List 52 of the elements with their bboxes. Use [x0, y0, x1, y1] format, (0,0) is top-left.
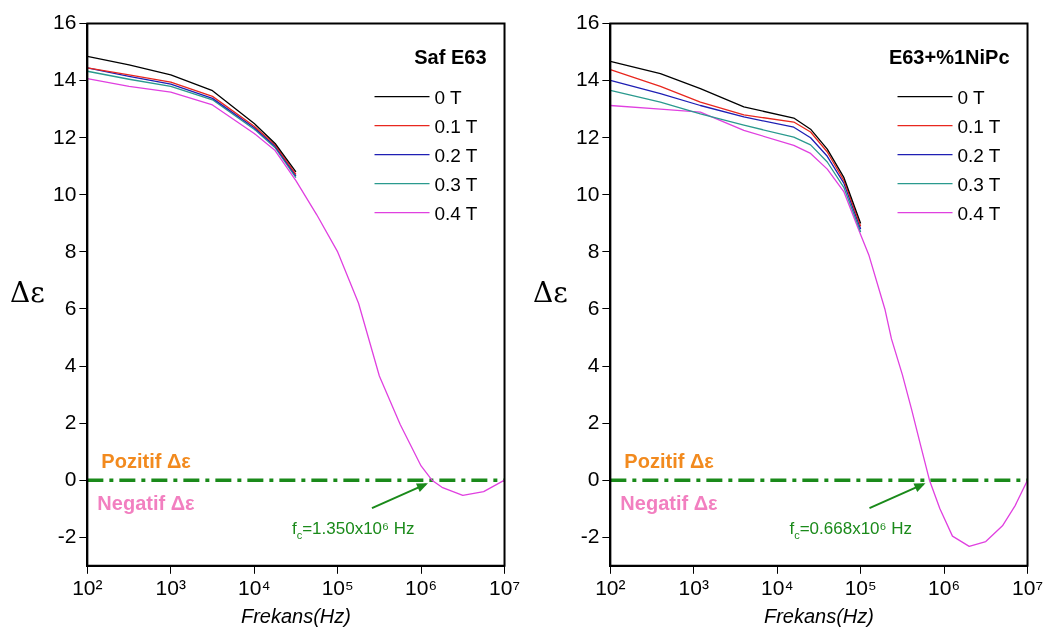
y-tick-label: 12: [53, 124, 77, 148]
legend-label: 0.2 T: [957, 144, 1001, 166]
x-tick-label: 10⁶: [928, 576, 961, 600]
y-tick-label: -2: [580, 524, 600, 548]
annotation: Negatif Δε: [97, 492, 196, 515]
y-tick-label: 0: [587, 466, 600, 490]
x-tick-label: 10⁴: [238, 576, 271, 600]
x-tick-label: 10³: [155, 576, 186, 600]
x-axis-title: Frekans(Hz): [240, 604, 351, 627]
legend-label: 0.3 T: [434, 173, 478, 195]
y-tick-label: 16: [53, 10, 77, 34]
y-tick-label: 2: [587, 409, 600, 433]
legend-label: 0.3 T: [957, 173, 1001, 195]
y-tick-label: 4: [587, 352, 600, 376]
y-tick-label: 2: [64, 409, 77, 433]
legend-label: 0.4 T: [434, 202, 478, 224]
annotation: Negatif Δε: [620, 492, 719, 515]
y-tick-label: 10: [53, 181, 77, 205]
x-tick-label: 10⁷: [489, 576, 521, 600]
y-tick-label: 0: [64, 466, 77, 490]
text: Saf E63: [414, 45, 487, 68]
annotation: Pozitif Δε: [101, 450, 192, 473]
x-tick-label: 10²: [595, 576, 626, 600]
y-tick-label: 6: [587, 295, 600, 319]
x-tick-label: 10⁶: [405, 576, 438, 600]
y-axis-title: Δε: [533, 275, 568, 309]
x-tick-label: 10²: [72, 576, 103, 600]
legend-label: 0.1 T: [434, 115, 478, 137]
x-tick-label: 10³: [678, 576, 709, 600]
y-axis-title: Δε: [10, 275, 45, 309]
y-tick-label: 10: [576, 181, 600, 205]
x-tick-label: 10⁵: [844, 576, 877, 600]
legend-label: 0.4 T: [957, 202, 1001, 224]
annotation: Pozitif Δε: [624, 450, 715, 473]
legend-label: 0 T: [434, 86, 463, 108]
legend-label: 0.1 T: [957, 115, 1001, 137]
x-axis-title: Frekans(Hz): [763, 604, 874, 627]
x-tick-label: 10⁵: [321, 576, 354, 600]
y-tick-label: 12: [576, 124, 600, 148]
y-tick-label: -2: [57, 524, 77, 548]
y-tick-label: 8: [587, 238, 600, 262]
y-tick-label: 16: [576, 10, 600, 34]
y-tick-label: 14: [576, 67, 600, 91]
y-tick-label: 4: [64, 352, 77, 376]
text: E63+%1NiPc: [888, 45, 1010, 68]
y-tick-label: 6: [64, 295, 77, 319]
y-tick-label: 8: [64, 238, 77, 262]
y-tick-label: 14: [53, 67, 77, 91]
legend-label: 0 T: [957, 86, 986, 108]
x-tick-label: 10⁴: [761, 576, 794, 600]
x-tick-label: 10⁷: [1012, 576, 1044, 600]
legend-label: 0.2 T: [434, 144, 478, 166]
